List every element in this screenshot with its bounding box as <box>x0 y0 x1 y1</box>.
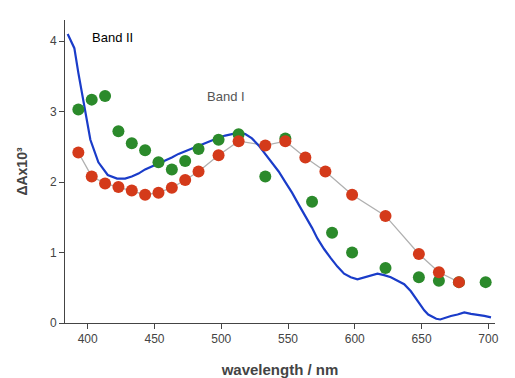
svg-text:0: 0 <box>50 316 57 330</box>
svg-text:4: 4 <box>50 34 57 48</box>
svg-text:700: 700 <box>478 332 498 346</box>
svg-text:2: 2 <box>50 175 57 189</box>
svg-text:650: 650 <box>412 332 432 346</box>
svg-text:wavelength / nm: wavelength / nm <box>221 361 339 378</box>
svg-text:400: 400 <box>78 332 98 346</box>
svg-text:500: 500 <box>211 332 231 346</box>
svg-text:1: 1 <box>50 246 57 260</box>
svg-text:ΔAx10³: ΔAx10³ <box>14 147 30 196</box>
svg-text:Band I: Band I <box>207 89 245 104</box>
svg-text:550: 550 <box>278 332 298 346</box>
svg-text:450: 450 <box>144 332 164 346</box>
svg-text:600: 600 <box>345 332 365 346</box>
svg-text:Band II: Band II <box>92 30 133 45</box>
svg-text:3: 3 <box>50 105 57 119</box>
